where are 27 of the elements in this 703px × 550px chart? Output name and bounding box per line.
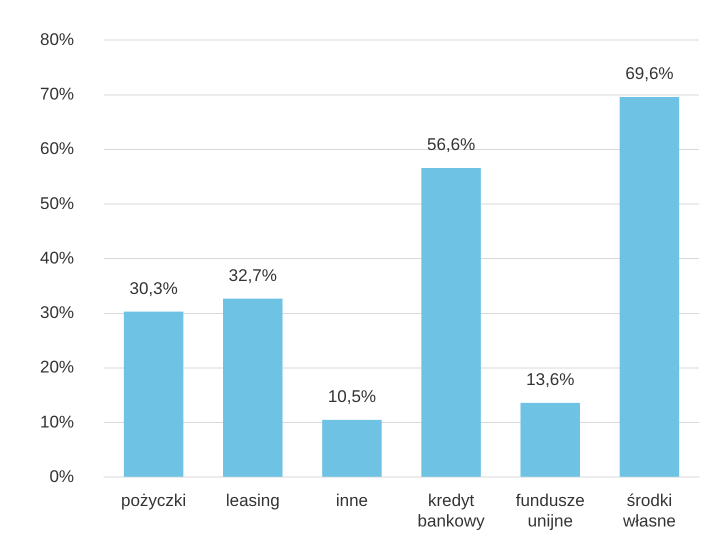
y-tick-label: 20%	[40, 358, 74, 377]
bar	[520, 402, 580, 477]
bar	[620, 97, 680, 477]
y-tick-label: 30%	[40, 303, 74, 322]
bar	[223, 298, 283, 477]
y-tick-label: 40%	[40, 248, 74, 268]
bar	[421, 168, 481, 477]
y-tick-label: 60%	[40, 139, 74, 158]
y-tick-label: 10%	[40, 412, 74, 432]
x-tick-label: inne	[336, 491, 368, 510]
x-tick-label: pożyczki	[121, 491, 186, 510]
data-label: 13,6%	[526, 370, 574, 390]
bar	[124, 312, 184, 477]
x-tick-label: leasing	[226, 491, 280, 510]
y-tick-label: 80%	[40, 30, 74, 49]
data-label: 30,3%	[130, 278, 178, 298]
x-tick-label: fundusze unijne	[516, 491, 585, 530]
data-label: 69,6%	[625, 64, 674, 84]
data-label: 56,6%	[426, 135, 476, 154]
x-tick-label: środki własne	[622, 491, 676, 530]
y-tick-label: 50%	[40, 194, 74, 213]
bar	[322, 420, 382, 477]
data-label: 10,5%	[328, 387, 376, 406]
x-tick-label: kredyt bankowy	[418, 491, 486, 530]
y-tick-label: 0%	[49, 466, 74, 486]
y-tick-label: 70%	[40, 84, 74, 104]
data-label: 32,7%	[228, 266, 277, 285]
